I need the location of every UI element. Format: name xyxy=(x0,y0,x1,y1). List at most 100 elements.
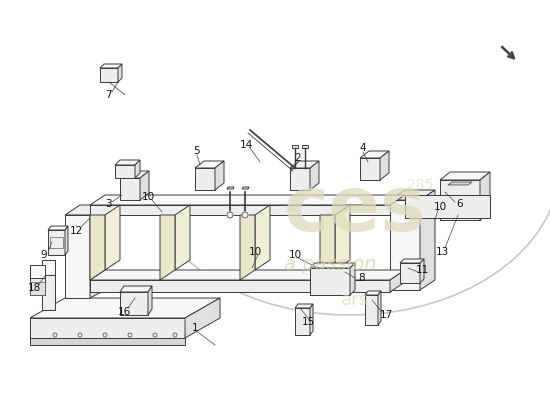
Text: 2: 2 xyxy=(295,153,301,163)
Text: a passion: a passion xyxy=(284,256,376,274)
Polygon shape xyxy=(480,172,490,220)
Text: 10: 10 xyxy=(288,250,301,260)
Text: 11: 11 xyxy=(415,265,428,275)
Polygon shape xyxy=(302,145,308,148)
Polygon shape xyxy=(175,205,190,270)
Polygon shape xyxy=(65,215,90,298)
Polygon shape xyxy=(400,259,424,263)
Text: 13: 13 xyxy=(436,247,449,257)
Polygon shape xyxy=(48,230,65,255)
Polygon shape xyxy=(420,259,424,283)
Polygon shape xyxy=(48,226,68,230)
Polygon shape xyxy=(65,226,68,255)
Polygon shape xyxy=(242,187,249,189)
Polygon shape xyxy=(90,270,405,280)
Polygon shape xyxy=(90,205,105,298)
Polygon shape xyxy=(195,161,224,168)
Polygon shape xyxy=(115,160,140,165)
Polygon shape xyxy=(30,318,185,338)
Polygon shape xyxy=(390,270,405,292)
Circle shape xyxy=(242,212,248,218)
Polygon shape xyxy=(400,263,420,283)
Polygon shape xyxy=(100,68,118,82)
Polygon shape xyxy=(148,286,152,315)
Polygon shape xyxy=(390,190,435,200)
Polygon shape xyxy=(405,195,490,218)
Text: 285: 285 xyxy=(407,178,433,192)
Polygon shape xyxy=(440,172,490,180)
Polygon shape xyxy=(118,64,122,82)
Polygon shape xyxy=(290,161,319,168)
Polygon shape xyxy=(227,187,234,189)
Text: 18: 18 xyxy=(28,283,41,293)
Polygon shape xyxy=(90,215,105,280)
Text: 8: 8 xyxy=(359,273,365,283)
Text: ces: ces xyxy=(284,173,426,247)
Text: 1: 1 xyxy=(192,323,199,333)
Polygon shape xyxy=(215,161,224,190)
Polygon shape xyxy=(360,158,380,180)
Polygon shape xyxy=(310,161,319,190)
Polygon shape xyxy=(420,190,435,290)
Polygon shape xyxy=(30,278,45,295)
Polygon shape xyxy=(240,215,255,280)
Polygon shape xyxy=(255,205,270,270)
Text: 4: 4 xyxy=(360,143,366,153)
Polygon shape xyxy=(310,263,355,268)
Polygon shape xyxy=(350,263,355,295)
Polygon shape xyxy=(105,205,120,270)
Polygon shape xyxy=(100,64,122,68)
Text: 10: 10 xyxy=(433,202,447,212)
Polygon shape xyxy=(90,282,405,292)
Polygon shape xyxy=(310,304,313,335)
Polygon shape xyxy=(290,168,310,190)
Polygon shape xyxy=(195,168,215,190)
Text: 16: 16 xyxy=(117,307,131,317)
Text: 12: 12 xyxy=(69,226,82,236)
Polygon shape xyxy=(405,195,490,200)
Polygon shape xyxy=(115,165,135,178)
Text: 17: 17 xyxy=(379,310,393,320)
Polygon shape xyxy=(90,205,390,215)
Polygon shape xyxy=(90,280,390,292)
Polygon shape xyxy=(30,338,185,345)
Polygon shape xyxy=(365,295,378,325)
Polygon shape xyxy=(30,282,45,295)
Polygon shape xyxy=(380,151,389,180)
Polygon shape xyxy=(30,265,45,278)
Polygon shape xyxy=(120,178,140,200)
Polygon shape xyxy=(295,308,310,335)
Polygon shape xyxy=(42,275,55,310)
Polygon shape xyxy=(140,171,149,200)
Polygon shape xyxy=(120,286,152,292)
Circle shape xyxy=(227,212,233,218)
Polygon shape xyxy=(335,205,350,270)
Polygon shape xyxy=(135,160,140,178)
Polygon shape xyxy=(390,200,420,290)
Polygon shape xyxy=(90,195,405,205)
Text: 10: 10 xyxy=(249,247,262,257)
Polygon shape xyxy=(185,298,220,338)
Polygon shape xyxy=(160,215,175,280)
Polygon shape xyxy=(30,298,220,318)
Polygon shape xyxy=(310,268,350,295)
Polygon shape xyxy=(42,260,55,275)
Polygon shape xyxy=(378,291,381,325)
Text: 9: 9 xyxy=(41,250,47,260)
Polygon shape xyxy=(360,151,389,158)
Text: ars: ars xyxy=(341,291,369,309)
Polygon shape xyxy=(65,205,105,215)
Polygon shape xyxy=(440,180,480,220)
Polygon shape xyxy=(320,215,335,280)
Text: 6: 6 xyxy=(456,199,463,209)
Text: 10: 10 xyxy=(141,192,155,202)
Polygon shape xyxy=(120,292,148,315)
Polygon shape xyxy=(295,304,313,308)
Text: 5: 5 xyxy=(194,146,200,156)
Polygon shape xyxy=(365,291,381,295)
Polygon shape xyxy=(448,182,472,185)
Polygon shape xyxy=(120,171,149,178)
Text: 3: 3 xyxy=(104,199,111,209)
Text: 7: 7 xyxy=(104,90,111,100)
Text: 14: 14 xyxy=(239,140,252,150)
